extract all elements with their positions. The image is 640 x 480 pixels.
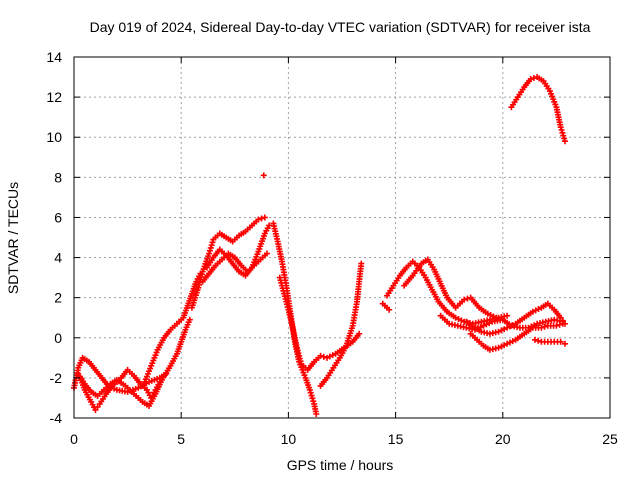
data-point — [558, 127, 565, 134]
x-axis-label: GPS time / hours — [287, 457, 394, 473]
data-point — [560, 132, 567, 139]
y-tick-label: -4 — [50, 410, 63, 426]
series-arc-14 — [401, 256, 500, 321]
plot-frame — [73, 56, 611, 419]
data-point — [557, 124, 564, 131]
x-tick-label: 25 — [602, 431, 618, 447]
data-point — [94, 403, 101, 410]
series-arc-7 — [203, 222, 273, 279]
data-point — [317, 352, 324, 359]
data-point — [561, 135, 568, 142]
y-axis-label: SDTVAR / TECUs — [5, 182, 21, 294]
x-axis-tick-labels: 0 5 10 15 20 25 — [70, 431, 618, 447]
data-point — [553, 322, 560, 329]
x-tick-label: 5 — [177, 431, 185, 447]
data-point — [186, 316, 193, 323]
data-point — [206, 250, 213, 257]
data-point — [541, 323, 548, 330]
data-point — [559, 317, 566, 324]
series-arc-13 — [379, 300, 393, 313]
x-tick-label: 10 — [281, 431, 297, 447]
series-arc-4 — [141, 270, 204, 385]
axis-ticks — [73, 56, 611, 419]
series-arc-19 — [508, 74, 568, 145]
x-tick-label: 20 — [495, 431, 511, 447]
data-point — [92, 406, 99, 413]
data-point — [306, 386, 313, 393]
y-tick-label: 4 — [54, 250, 62, 266]
data-point — [531, 336, 538, 343]
series-arc-18 — [531, 336, 568, 347]
data-point — [260, 172, 267, 179]
data-point — [535, 337, 542, 344]
data-point — [307, 389, 314, 396]
y-tick-label: 10 — [46, 129, 62, 145]
data-points — [71, 74, 568, 417]
series-arc-11 — [317, 260, 365, 389]
data-point — [461, 296, 468, 303]
data-point — [320, 353, 327, 360]
data-point — [561, 340, 568, 347]
data-point — [208, 242, 215, 249]
y-tick-label: 2 — [54, 290, 62, 306]
data-point — [263, 250, 270, 257]
y-tick-label: 6 — [54, 209, 62, 225]
data-point — [313, 410, 320, 417]
series-arc-17 — [463, 300, 568, 337]
data-point — [261, 214, 268, 221]
data-point — [556, 321, 563, 328]
data-point — [386, 306, 393, 313]
data-point — [559, 129, 566, 136]
data-point — [464, 295, 471, 302]
series-arc-2 — [77, 366, 163, 413]
x-tick-label: 0 — [70, 431, 78, 447]
chart-title: Day 019 of 2024, Sidereal Day-to-day VTE… — [90, 19, 591, 35]
data-point — [207, 244, 214, 251]
x-tick-label: 15 — [388, 431, 404, 447]
data-point — [504, 312, 511, 319]
data-point — [258, 215, 265, 222]
data-point — [557, 338, 564, 345]
data-point — [209, 239, 216, 246]
data-point — [308, 392, 315, 399]
data-point — [309, 395, 316, 402]
data-point — [527, 76, 534, 83]
data-point — [557, 314, 564, 321]
data-point — [493, 314, 500, 321]
y-tick-label: -2 — [50, 370, 63, 386]
data-point — [310, 398, 317, 405]
y-tick-label: 12 — [46, 89, 62, 105]
y-tick-label: 14 — [46, 49, 62, 65]
data-point — [356, 330, 363, 337]
y-tick-label: 0 — [54, 330, 62, 346]
series-arc-5 — [188, 214, 268, 311]
series-arc-8 — [260, 172, 267, 179]
data-point — [561, 138, 568, 145]
series-arc-3 — [75, 316, 193, 409]
data-point — [530, 75, 537, 82]
data-point — [561, 320, 568, 327]
data-point — [358, 260, 365, 267]
data-point — [206, 247, 213, 254]
data-point — [538, 324, 545, 331]
y-axis-tick-labels: -4 -2 0 2 4 6 8 10 12 14 — [46, 49, 62, 426]
data-point — [255, 216, 262, 223]
y-tick-label: 8 — [54, 169, 62, 185]
